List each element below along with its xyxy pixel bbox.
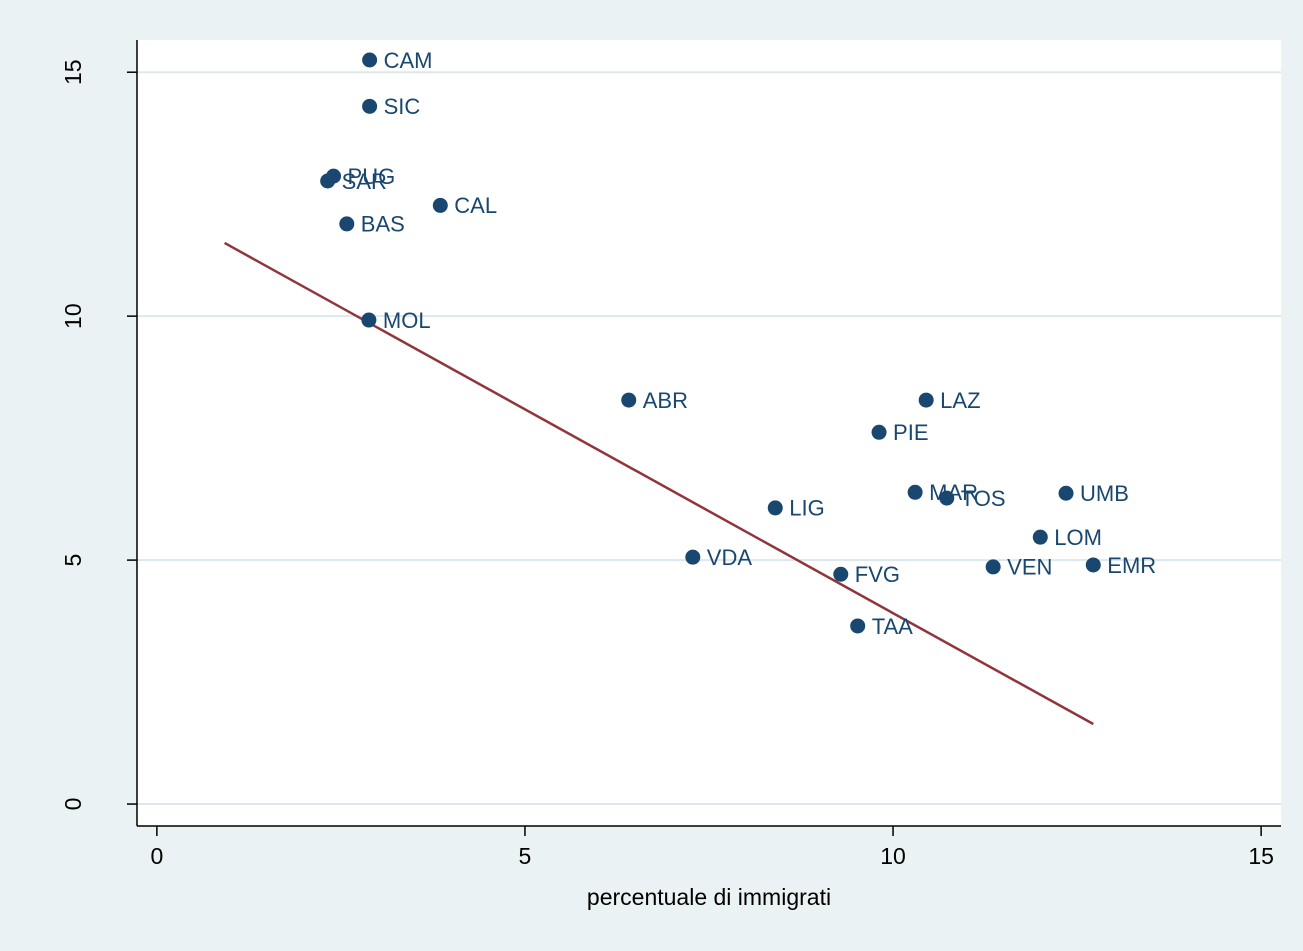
point: [621, 392, 637, 408]
point: [362, 52, 378, 68]
point-label: PIE: [893, 420, 928, 445]
plot-area: [137, 40, 1281, 826]
point: [767, 500, 783, 516]
point-label: TOS: [961, 486, 1006, 511]
x-tick-label: 15: [1248, 843, 1274, 869]
point: [833, 566, 849, 582]
x-tick-label: 10: [880, 843, 906, 869]
point-label: ABR: [643, 388, 688, 413]
point-label: LIG: [789, 496, 824, 521]
point: [339, 216, 355, 232]
point-label: EMR: [1107, 553, 1156, 578]
point: [1032, 529, 1048, 545]
point-label: TAA: [872, 614, 913, 639]
point-label: PUG: [348, 164, 396, 189]
point: [985, 559, 1001, 575]
point-label: SAR: [342, 169, 387, 194]
point-label: MOL: [383, 308, 431, 333]
point-label: VDA: [707, 545, 753, 570]
y-tick-label: 10: [60, 303, 86, 329]
x-tick-label: 0: [150, 843, 163, 869]
y-tick-label: 15: [60, 59, 86, 85]
point: [1058, 485, 1074, 501]
x-tick-label: 5: [519, 843, 532, 869]
point: [362, 98, 378, 114]
point-label: BAS: [361, 212, 405, 237]
point-label: VEN: [1007, 555, 1052, 580]
point: [432, 197, 448, 213]
point-label: LAZ: [940, 388, 980, 413]
point: [939, 490, 955, 506]
point: [871, 424, 887, 440]
point: [850, 618, 866, 634]
y-tick-label: 0: [60, 798, 86, 811]
y-tick-label: 5: [60, 554, 86, 567]
x-axis-label: percentuale di immigrati: [587, 884, 831, 910]
point: [320, 173, 336, 189]
point: [361, 312, 377, 328]
point-label: FVG: [855, 562, 900, 587]
point: [907, 484, 923, 500]
point-label: UMB: [1080, 481, 1129, 506]
point-label: CAM: [384, 48, 433, 73]
point-label: CAL: [454, 193, 497, 218]
point-label: LOM: [1054, 525, 1102, 550]
point: [918, 392, 934, 408]
point-label: SIC: [384, 94, 421, 119]
point: [685, 549, 701, 565]
point: [1085, 557, 1101, 573]
